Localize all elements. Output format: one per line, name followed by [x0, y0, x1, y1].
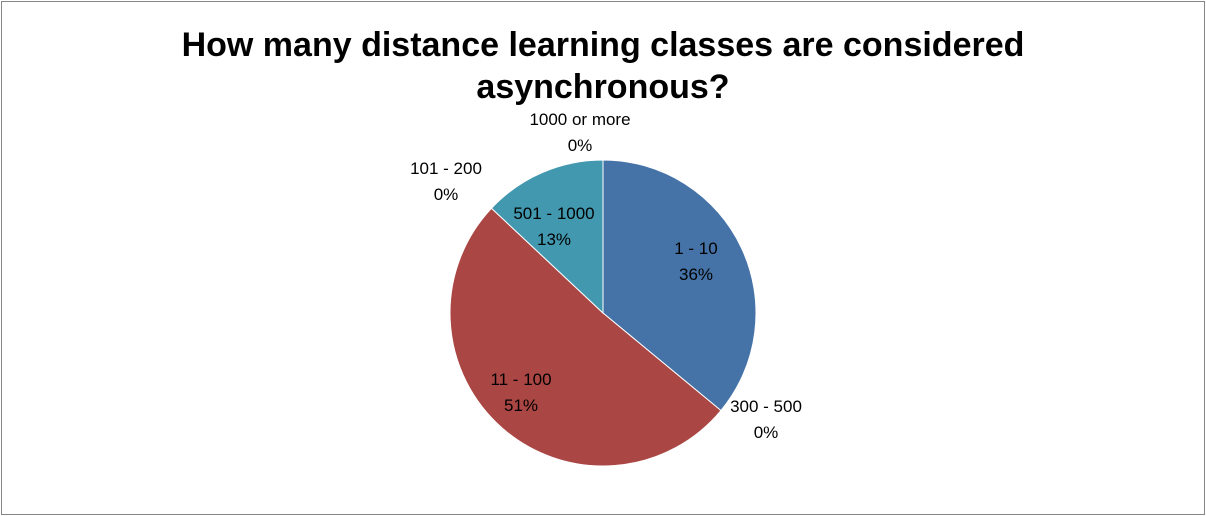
chart-title-line-2: asynchronous? — [476, 68, 730, 106]
data-label-percent: 36% — [679, 265, 713, 284]
pie-slice-501to1000 — [490, 159, 604, 315]
data-label-category: 300 - 500 — [730, 397, 802, 416]
data-label-category: 11 - 100 — [490, 370, 551, 389]
data-label-0: 1 - 10 36% — [674, 239, 717, 284]
data-label-1: 300 - 500 0% — [730, 397, 802, 442]
pie-slice-11to100 — [449, 207, 722, 467]
data-label-5: 1000 or more 0% — [529, 110, 630, 155]
data-label-3: 101 - 200 0% — [410, 159, 482, 204]
data-label-percent: 0% — [434, 185, 459, 204]
data-label-4: 501 - 1000 13% — [513, 204, 594, 249]
data-label-percent: 13% — [537, 230, 571, 249]
pie-slices — [449, 159, 757, 467]
data-label-category: 101 - 200 — [410, 159, 482, 178]
data-label-2: 11 - 100 51% — [490, 370, 551, 415]
data-label-category: 501 - 1000 — [513, 204, 594, 223]
chart-title: How many distance learning classes are c… — [0, 24, 1206, 108]
data-label-percent: 51% — [504, 396, 538, 415]
data-label-percent: 0% — [568, 136, 593, 155]
data-label-percent: 0% — [754, 423, 779, 442]
data-label-category: 1000 or more — [529, 110, 630, 129]
pie-slice-1to10 — [602, 159, 757, 412]
pie-labels: 1 - 10 36% 300 - 500 0% 11 - 100 51% 101 - 200… — [410, 110, 802, 442]
data-label-category: 1 - 10 — [674, 239, 717, 258]
chart-title-line-1: How many distance learning classes are c… — [181, 26, 1025, 64]
